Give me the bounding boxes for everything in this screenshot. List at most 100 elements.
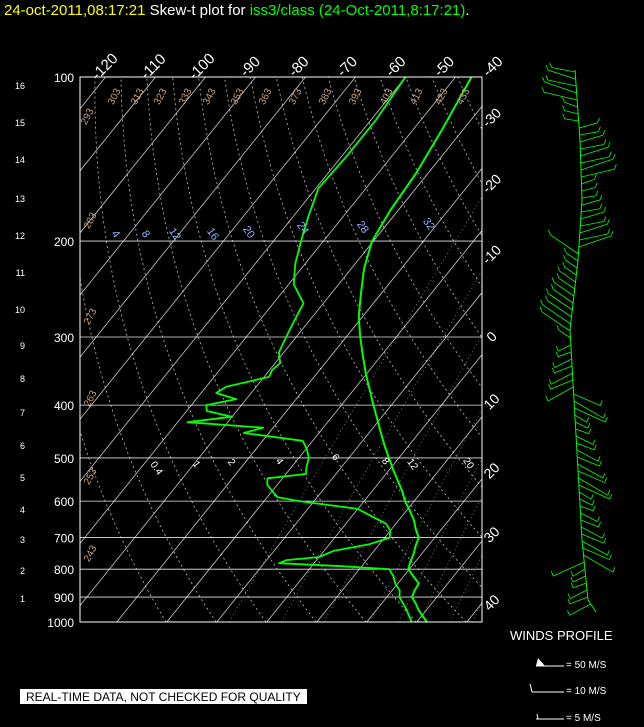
dry-adiabat-line [301,77,482,438]
dry-adiabat-label: 283 [82,210,100,230]
wind-barb-feather [570,582,574,588]
wind-barb [573,582,587,589]
height-tick-label: 14 [15,155,25,165]
wind-barb-feather [607,490,611,496]
dry-adiabat-label: 393 [347,86,365,106]
temperature-right-label: -30 [479,105,505,131]
wind-barb [576,442,595,451]
isotherm-line [416,540,482,622]
wind-barb-feather [556,273,560,279]
wind-barb-feather [562,105,565,111]
sounding-traces [186,77,473,622]
dry-adiabat-line [120,77,317,622]
wind-barb [577,463,604,479]
dry-adiabat-label: 293 [79,106,97,126]
height-tick-label: 1 [20,594,25,604]
wind-barb-feather [599,460,602,467]
wind-barb [580,158,614,171]
isotherm-line [80,77,206,234]
wind-barb-feather [542,76,545,83]
wind-barb [541,311,571,332]
wind-barb-feather [597,516,600,522]
wind-barb [581,526,603,539]
isotherm-line [366,478,482,622]
title-label: Skew-t plot for [149,2,246,19]
legend-10ms-label: = 10 M/S [566,686,607,697]
wind-barb-feather [545,396,549,402]
temperature-right-label: 10 [480,390,502,412]
height-tick-label: 11 [16,268,25,278]
wind-barb-feather [545,295,548,301]
isotherm-line [80,77,156,172]
wind-barb [579,233,608,241]
wind-barb [572,568,586,577]
dry-adiabat-line [587,77,644,622]
dry-adiabat-label: 303 [106,86,124,106]
mixing-ratio-label: 32 [420,216,437,233]
height-tick-label: 2 [20,566,25,576]
wind-barb [544,81,577,94]
quality-notice: REAL-TIME DATA, NOT CHECKED FOR QUALITY [20,689,307,704]
pressure-tick-label: 600 [54,495,74,509]
mixing-ratio-label: 6 [329,452,341,463]
wind-barb-feather [603,537,607,544]
wind-barb [558,344,572,352]
wind-barb-feather [603,216,607,222]
mixing-ratio-label: 8 [139,228,152,240]
wind-barb-feather [603,413,606,419]
mixing-ratio-label: 20 [240,224,257,241]
wind-barb-feather [608,151,612,158]
wind-barb-feather [594,174,597,180]
temperature-top-label: -40 [479,53,506,80]
wind-barb [548,293,573,311]
wind-barb [581,195,596,199]
isotherm-line [0,77,56,622]
temperature-top-label: -120 [88,50,121,83]
wind-barb [547,386,574,402]
wind-barb [583,554,614,573]
dry-adiabat-line [509,77,644,622]
pressure-tick-label: 1000 [47,616,74,630]
isotherm-line [80,77,406,483]
wind-barb [569,589,588,599]
wind-barb-feather [587,422,591,429]
wind-barb-feather [602,129,606,136]
mixing-ratio-line [369,408,482,622]
temperature-right-label: -20 [479,171,505,197]
wind-barb-feather [539,306,543,312]
mixing-ratio-line [280,269,482,622]
wind-barb [574,414,588,423]
pressure-tick-label: 400 [54,399,74,413]
dry-adiabat-label: 323 [152,86,170,106]
wind-barb [579,122,598,129]
dry-adiabat-grid [80,77,644,622]
wind-barb [579,505,594,512]
wind-barb-feather [567,610,570,616]
dry-adiabat-line [535,77,644,622]
wind-barb-feather [586,417,590,423]
wind-barb-feather [563,254,566,261]
wind-barb-feather [597,456,601,462]
wind-barb [577,456,600,467]
height-tick-label: 13 [15,194,25,204]
wind-barb [564,110,579,115]
mixing-ratio-line [419,495,482,622]
wind-barb [575,428,589,435]
wind-barb [564,101,578,108]
mixing-ratio-line [449,554,482,622]
chart-title: 24-oct-2011,08:17:21 Skew-t plot for iss… [4,2,470,19]
temperature-right-label: -10 [479,242,505,268]
title-dot: . [465,2,470,19]
isotherm-line [617,77,644,622]
dry-adiabat-line [94,77,267,622]
wind-barb-feather [607,228,611,235]
temperature-top-label: -80 [285,53,312,80]
wind-barb-feather [609,494,613,500]
mixing-ratio-line [323,334,482,622]
pressure-tick-label: 300 [54,331,74,345]
wind-barb [581,540,608,556]
wind-barb-feather [550,571,554,577]
temperature-top-label: -50 [431,53,458,80]
wind-barb-feather [555,345,559,352]
dry-adiabat-label: 373 [287,86,305,106]
